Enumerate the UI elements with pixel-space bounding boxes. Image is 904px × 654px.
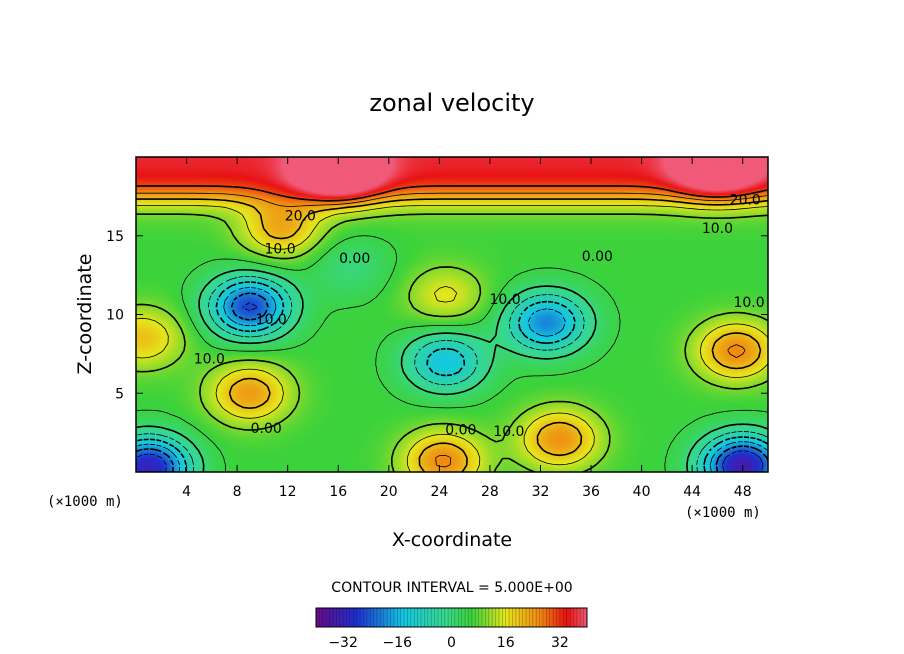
contour-label: 10.0: [490, 292, 521, 308]
contour-label: 10.0: [194, 352, 225, 368]
colorbar-ticks: −32 −16 0 16 32: [328, 635, 568, 651]
x-tick-label: 48: [734, 484, 752, 500]
contour-label: 10.0: [702, 221, 733, 237]
contour-label: 10.0: [493, 424, 524, 440]
colorbar-tick-label: 16: [497, 635, 515, 651]
contour-pos-25: [136, 192, 768, 468]
contour-label: 20.0: [285, 208, 316, 224]
x-tick-label: 20: [380, 484, 398, 500]
x-axis-label: X-coordinate: [392, 529, 512, 551]
y-tick-label: 5: [115, 386, 124, 402]
contour-pos-20: [136, 198, 768, 472]
colorbar-tick-label: 32: [551, 635, 569, 651]
contour-neg-10: [136, 281, 768, 472]
contour-neg-5: [136, 276, 768, 472]
colorbar: −32 −16 0 16 32: [315, 607, 588, 651]
y-axis-ticks: 5 10 15: [106, 229, 768, 402]
contour-label: 0.00: [582, 249, 613, 265]
y-axis-label: Z-coordinate: [74, 254, 96, 375]
x-unit-label: (×1000 m): [685, 505, 761, 521]
z-unit-label: (×1000 m): [47, 494, 123, 510]
x-axis-ticks: 4 8 12 16 20 24 28 32 36 40 44 48: [182, 157, 752, 500]
heatmap-field: [136, 157, 768, 472]
contour-interval-text: CONTOUR INTERVAL = 5.000E+00: [331, 580, 572, 596]
x-tick-label: 24: [430, 484, 448, 500]
contour-pos-15: [136, 205, 768, 472]
x-tick-label: 28: [481, 484, 499, 500]
contour-pos-10: [136, 213, 768, 472]
contour-label: 0.00: [251, 421, 282, 437]
contour-label: 20.0: [730, 193, 761, 209]
x-tick-label: 8: [233, 484, 242, 500]
x-tick-label: 40: [633, 484, 651, 500]
contour-label: 10.0: [733, 295, 764, 311]
contour-label: 0.00: [445, 422, 476, 438]
contour-labels: 20.0 20.0 10.0 10.0 10.0 10.0 10.0 10.0 10.0 0.00…: [194, 193, 765, 441]
y-tick-label: 10: [106, 308, 124, 324]
contour-neg-20: [136, 292, 768, 472]
x-tick-label: 16: [329, 484, 347, 500]
contour-lines: [136, 185, 768, 472]
contour-pos-0: [136, 268, 768, 472]
colorbar-gradient: [316, 608, 587, 627]
x-tick-label: 44: [683, 484, 701, 500]
contour-neg-15: [136, 287, 768, 472]
x-tick-label: 36: [582, 484, 600, 500]
x-tick-label: 12: [279, 484, 297, 500]
contour-label: 10.0: [265, 241, 296, 257]
plot-area: 20.0 20.0 10.0 10.0 10.0 10.0 10.0 10.0 10.0 0.00…: [106, 156, 769, 500]
chart-title: zonal velocity: [369, 89, 534, 117]
contour-pos-30: [136, 185, 768, 202]
colorbar-tick-label: 0: [447, 635, 456, 651]
x-tick-label: 32: [532, 484, 550, 500]
contour-label: 10.0: [256, 312, 287, 328]
colorbar-stripes: [319, 608, 584, 627]
contour-label: 0.00: [339, 251, 370, 267]
colorbar-tick-label: −16: [383, 635, 413, 651]
colorbar-tick-label: −32: [328, 635, 358, 651]
colorbar-frame: [315, 607, 588, 628]
x-tick-label: 4: [182, 484, 191, 500]
y-tick-label: 15: [106, 229, 124, 245]
contour-pos-5: [136, 235, 768, 472]
